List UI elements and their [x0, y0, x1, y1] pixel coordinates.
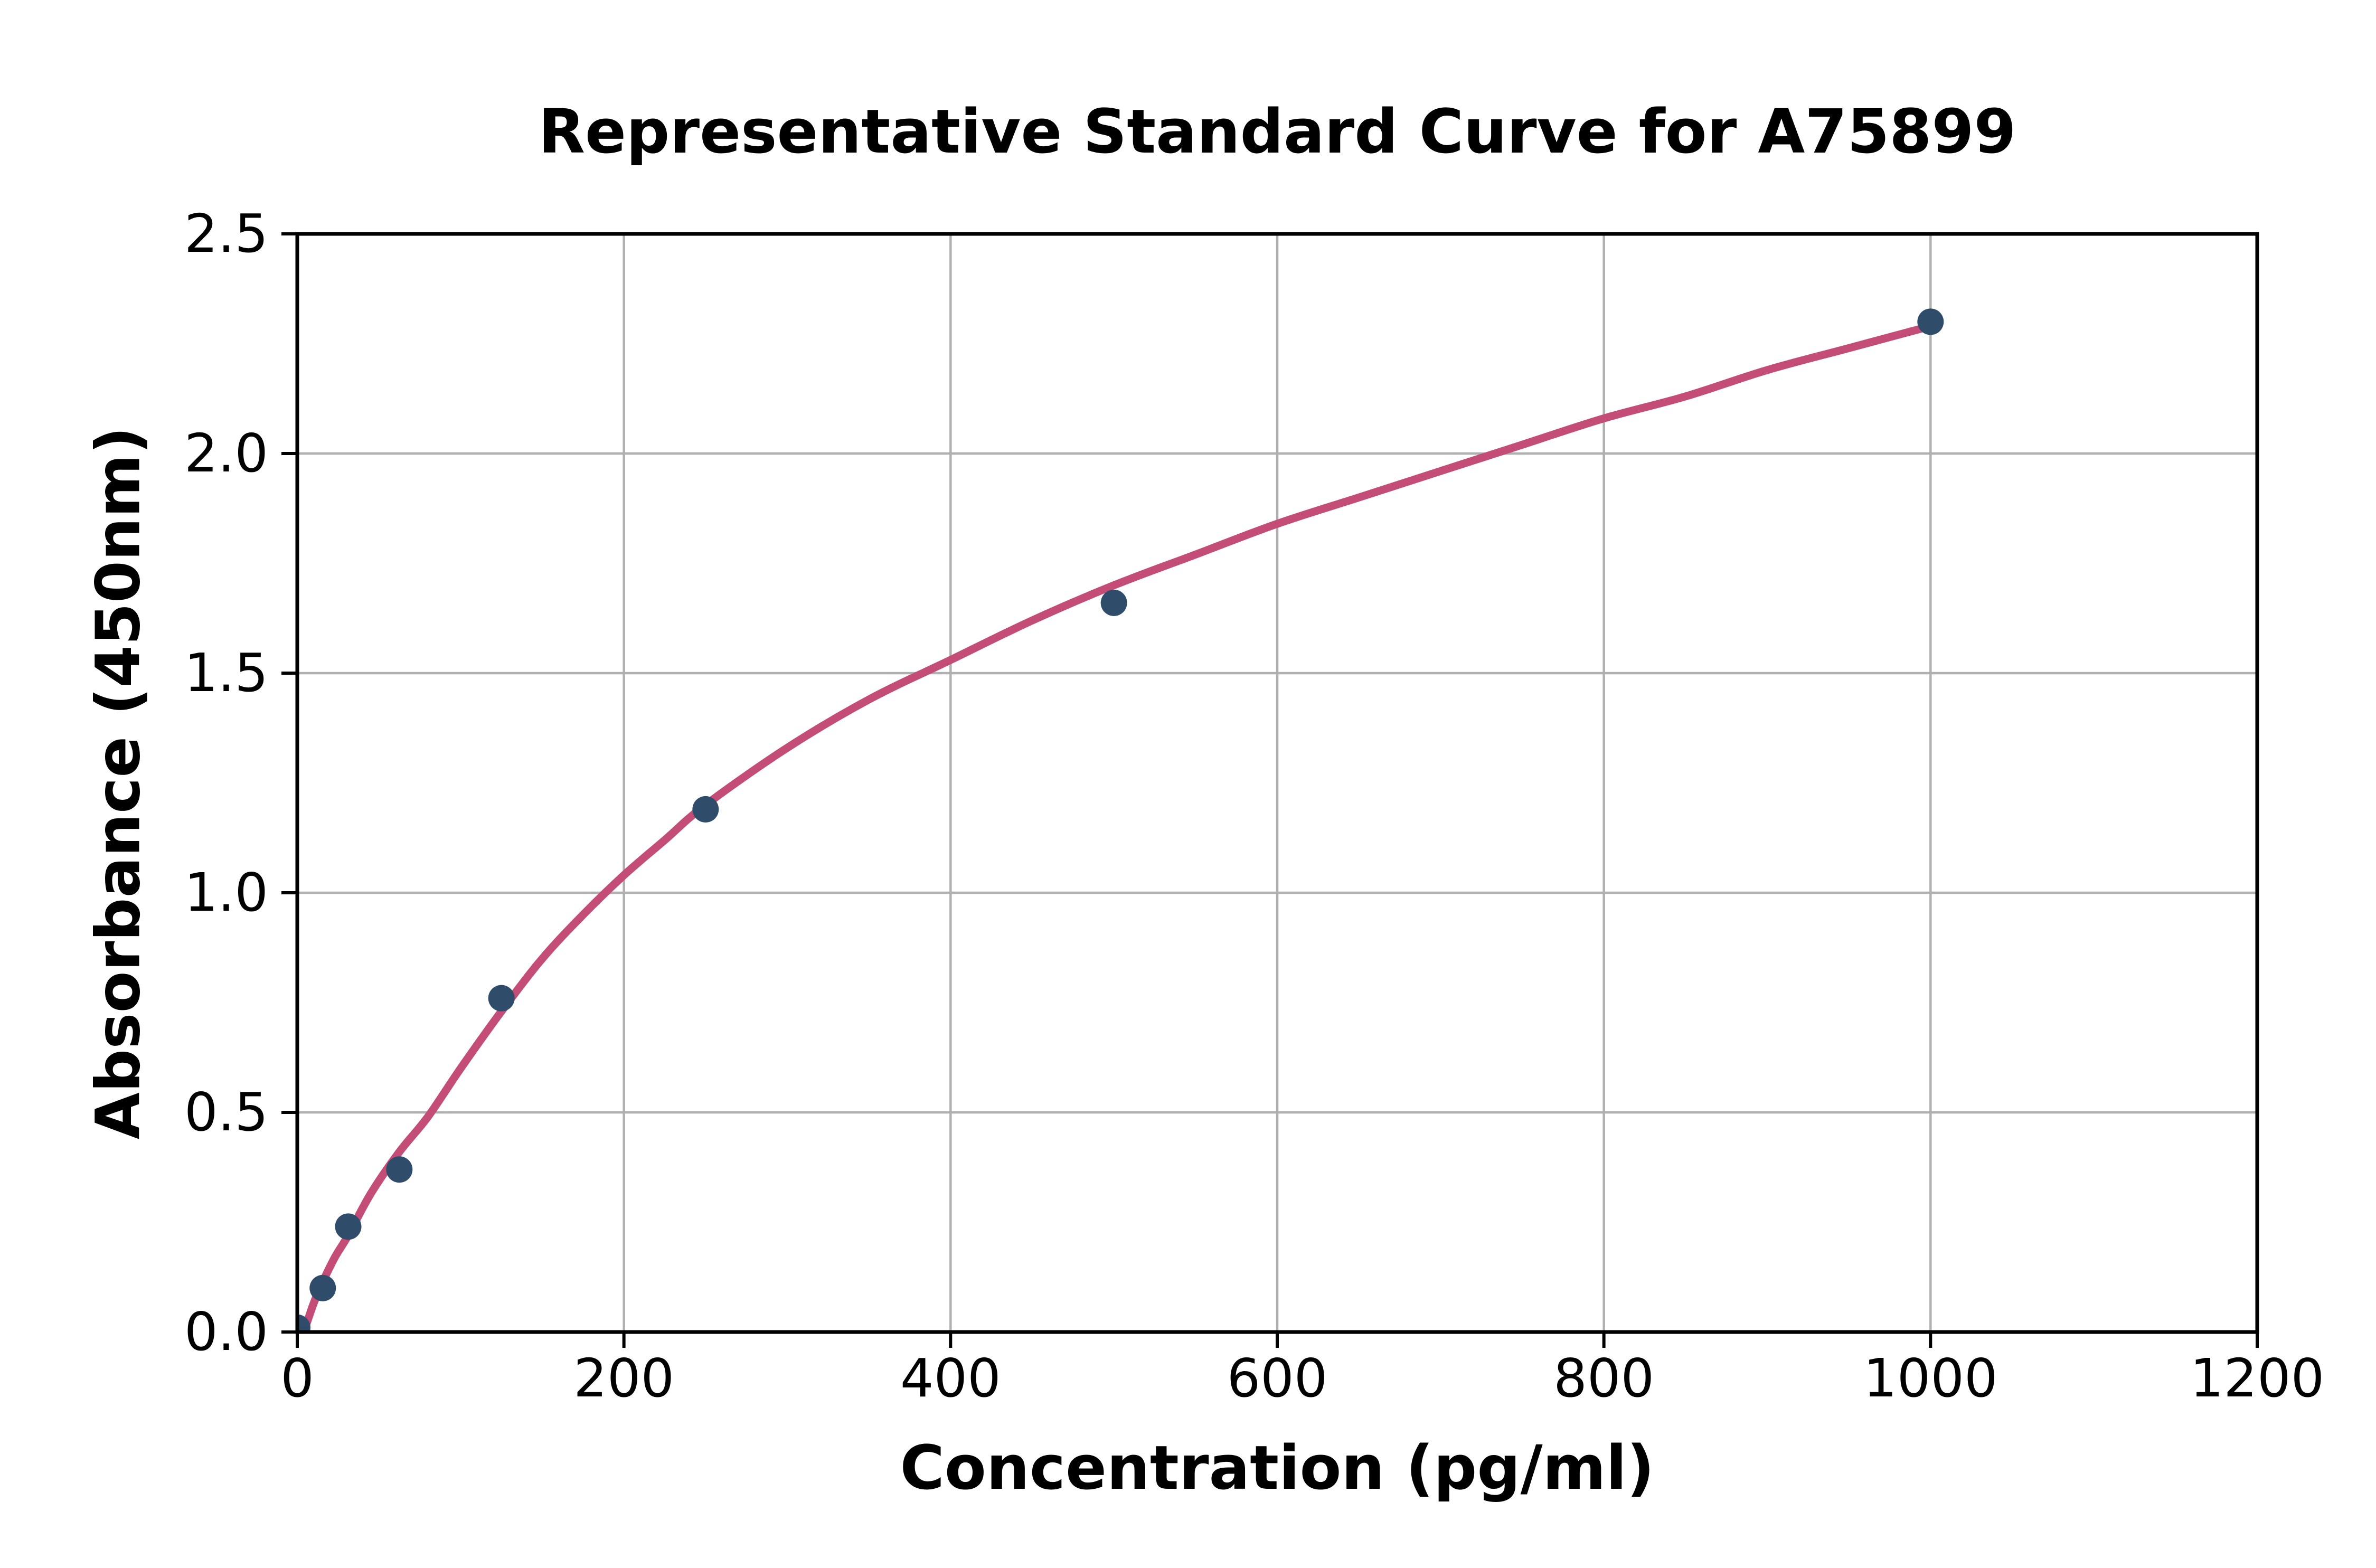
- data-point: [386, 1156, 413, 1183]
- x-tick-label: 200: [573, 1347, 675, 1409]
- y-tick-label: 1.0: [184, 862, 268, 923]
- x-tick-label: 400: [900, 1347, 1001, 1409]
- axes-spines: [295, 232, 2259, 1334]
- x-axis-label: Concentration (pg/ml): [900, 1433, 1655, 1504]
- x-tick-label: 1000: [1863, 1347, 1998, 1409]
- x-tick-label: 800: [1553, 1347, 1655, 1409]
- data-point: [488, 985, 515, 1012]
- data-point: [692, 796, 719, 823]
- y-tick-label: 1.5: [184, 642, 268, 704]
- data-point: [297, 1314, 310, 1332]
- chart-title: Representative Standard Curve for A75899: [538, 97, 2016, 167]
- x-tick-label: 1200: [2190, 1347, 2325, 1409]
- data-point: [1100, 589, 1127, 616]
- x-tick-label: 0: [280, 1347, 314, 1409]
- data-group: [297, 308, 1944, 1332]
- data-point: [309, 1274, 336, 1301]
- gridlines-group: [296, 232, 2259, 1334]
- data-point: [335, 1213, 362, 1240]
- y-tick-label: 0.5: [184, 1081, 268, 1143]
- data-point: [1917, 308, 1944, 335]
- y-axis-label: Absorbance (450nm): [83, 426, 154, 1140]
- axes-group: [281, 232, 2259, 1348]
- y-tick-label: 0.0: [184, 1301, 268, 1363]
- y-tick-label: 2.5: [184, 203, 268, 265]
- x-tick-label: 600: [1227, 1347, 1328, 1409]
- fit-curve-line: [300, 322, 1932, 1332]
- y-tick-label: 2.0: [184, 422, 268, 484]
